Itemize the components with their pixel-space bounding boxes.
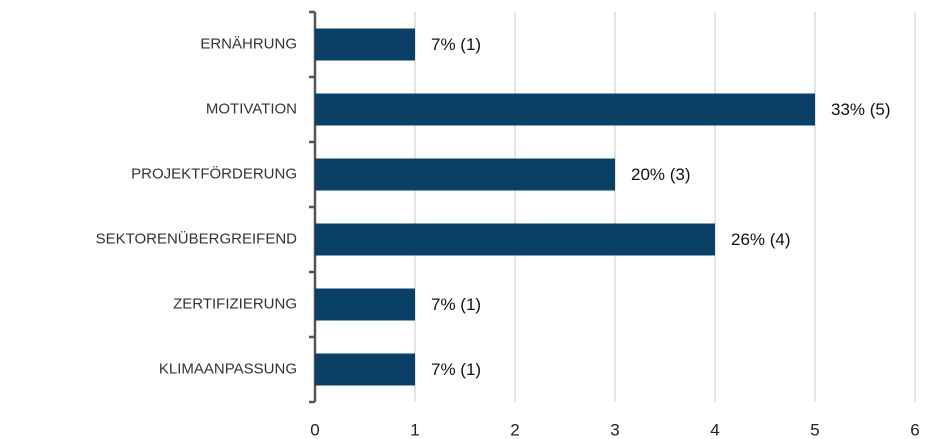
value-label: 20% (3) [631, 165, 691, 184]
bar [315, 353, 415, 386]
bar [315, 158, 615, 191]
value-label: 33% (5) [831, 100, 891, 119]
bar [315, 223, 715, 256]
bar [315, 93, 815, 126]
value-label: 7% (1) [431, 35, 481, 54]
x-tick-label: 0 [310, 420, 319, 439]
category-label: SEKTORENÜBERGREIFEND [96, 229, 298, 247]
value-label: 26% (4) [731, 230, 791, 249]
x-tick-label: 4 [710, 420, 719, 439]
x-tick-label: 5 [810, 420, 819, 439]
category-label: KLIMAANPASSUNG [159, 360, 297, 377]
category-label: MOTIVATION [206, 100, 297, 117]
x-tick-label: 1 [410, 420, 419, 439]
bar [315, 28, 415, 61]
category-label: ZERTIFIZIERUNG [173, 295, 297, 312]
bar [315, 288, 415, 321]
category-label: PROJEKTFÖRDERUNG [131, 164, 297, 182]
x-tick-label: 3 [610, 420, 619, 439]
category-label: ERNÄHRUNG [200, 35, 297, 52]
value-label: 7% (1) [431, 360, 481, 379]
x-tick-label: 2 [510, 420, 519, 439]
x-tick-label: 6 [910, 420, 919, 439]
value-label: 7% (1) [431, 295, 481, 314]
